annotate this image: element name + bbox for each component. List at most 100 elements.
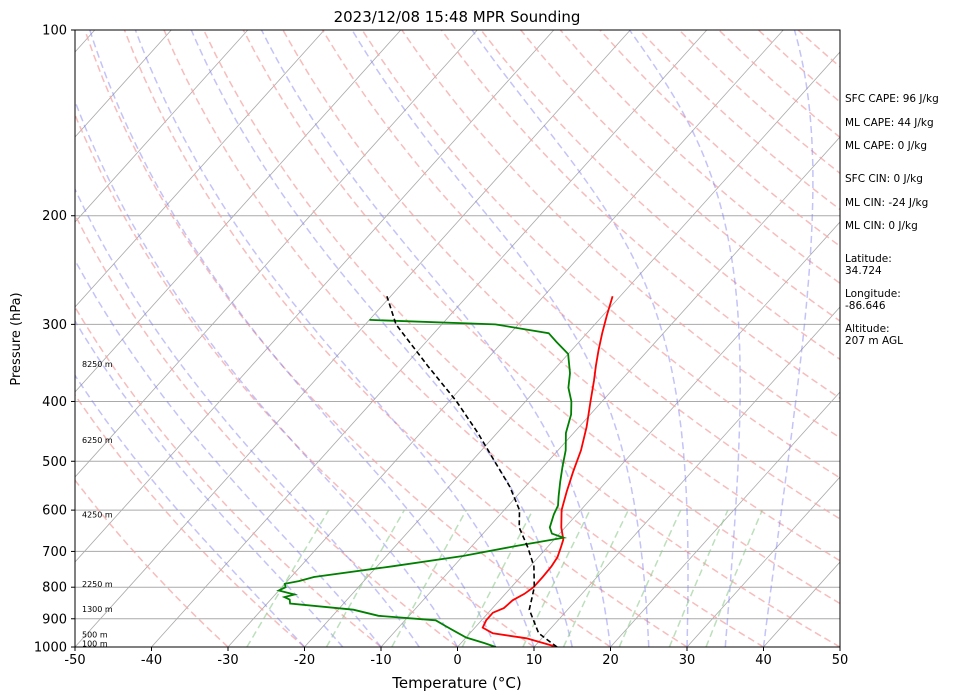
x-tick-label: -30 — [217, 653, 238, 668]
moist-adiabat-line — [75, 319, 344, 647]
sfc-cape-text: SFC CAPE: 96 J/kg — [845, 93, 939, 105]
x-tick-label: 10 — [526, 653, 543, 668]
dry-adiabat-line — [75, 213, 458, 647]
y-tick-label: 900 — [42, 612, 67, 627]
y-axis-label: Pressure (hPa) — [9, 292, 24, 385]
isotherm-line — [457, 221, 840, 647]
moist-adiabat-line — [134, 30, 535, 647]
dry-adiabat-line — [75, 393, 305, 647]
background-guides — [75, 30, 840, 647]
longitude-label: Longitude: — [845, 288, 901, 300]
dry-adiabat-line — [163, 30, 764, 647]
altitude-label: Altitude: — [845, 323, 890, 335]
x-tick-label: 0 — [453, 653, 461, 668]
moist-adiabat-line — [471, 30, 689, 647]
y-tick-label: 500 — [42, 455, 67, 470]
y-tick-label: 100 — [42, 24, 67, 39]
height-label: 6250 m — [82, 436, 113, 445]
mixing-ratio-line — [461, 509, 534, 647]
x-axis-label: Temperature (°C) — [391, 674, 521, 692]
dry-adiabat-line — [361, 30, 840, 479]
y-tick-label: 200 — [42, 209, 67, 224]
x-axis: -50 -40 -30 -20 -10 0 10 20 30 40 50 — [64, 647, 848, 668]
x-tick-label: -50 — [64, 653, 85, 668]
dry-adiabat-line — [123, 30, 688, 647]
isotherm-line — [75, 30, 172, 138]
latitude-value: 34.724 — [845, 265, 882, 277]
isotherm-line — [75, 30, 325, 308]
longitude-value: -86.646 — [845, 300, 886, 312]
mixing-ratio-line — [246, 509, 330, 647]
moist-adiabat-line — [762, 30, 814, 647]
moist-adiabat-line — [260, 30, 612, 647]
isotherm-line — [75, 30, 249, 223]
altitude-value: 207 m AGL — [845, 335, 903, 347]
y-tick-label: 400 — [42, 395, 67, 410]
isotherm-line — [151, 30, 708, 647]
dewpoint-trace — [276, 319, 573, 647]
mixing-ratio-line — [522, 509, 591, 647]
dry-adiabat-line — [520, 30, 840, 323]
dry-adiabat-line — [242, 30, 840, 605]
height-label: 2250 m — [82, 580, 113, 589]
side-info-panel: SFC CAPE: 96 J/kg ML CAPE: 44 J/kg ML CA… — [845, 93, 939, 347]
height-label: 1300 m — [82, 605, 113, 614]
isotherm-line — [380, 136, 840, 647]
dry-adiabat-line — [480, 30, 840, 361]
x-tick-label: 40 — [755, 653, 772, 668]
y-tick-label: 600 — [42, 504, 67, 519]
ml-cape-text-2: ML CAPE: 0 J/kg — [845, 140, 927, 152]
isotherm-line — [75, 30, 631, 647]
height-label: 100 m — [82, 639, 108, 648]
x-tick-label: -20 — [294, 653, 315, 668]
moist-adiabat-line — [89, 30, 497, 647]
dry-adiabat-line — [401, 30, 840, 439]
dry-adiabat-line — [203, 30, 840, 647]
moist-adiabat-line — [75, 258, 382, 647]
height-label: 4250 m — [82, 511, 113, 520]
moist-adiabat-line — [190, 30, 574, 647]
parcel-path-trace — [386, 295, 558, 647]
dry-adiabat-line — [75, 305, 382, 647]
height-label: 8250 m — [82, 360, 113, 369]
latitude-label: Latitude: — [845, 253, 892, 265]
y-tick-label: 300 — [42, 318, 67, 333]
temperature-trace — [481, 295, 614, 647]
x-tick-label: -10 — [370, 653, 391, 668]
moist-adiabat-line — [628, 30, 741, 647]
dry-adiabat-line — [282, 30, 840, 562]
isotherm-line — [610, 391, 840, 647]
dry-adiabat-line — [440, 30, 840, 400]
chart-title: 2023/12/08 15:48 MPR Sounding — [334, 8, 581, 26]
ml-cin-text-2: ML CIN: 0 J/kg — [845, 220, 918, 232]
y-tick-label: 800 — [42, 581, 67, 596]
y-tick-label: 1000 — [34, 641, 67, 656]
sfc-cin-text: SFC CIN: 0 J/kg — [845, 173, 923, 185]
profile-traces — [276, 295, 614, 647]
isotherm-line — [533, 306, 840, 647]
ml-cin-text: ML CIN: -24 J/kg — [845, 197, 928, 209]
isotherm-line — [304, 51, 840, 647]
y-tick-label: 700 — [42, 545, 67, 560]
dry-adiabat-line — [321, 30, 840, 520]
x-tick-label: 30 — [679, 653, 696, 668]
mixing-ratio-line — [391, 509, 467, 647]
isotherm-line — [75, 30, 402, 393]
isotherm-line — [227, 30, 784, 647]
isotherm-line — [75, 30, 478, 478]
moist-adiabat-line — [75, 373, 306, 647]
height-label: 500 m — [82, 631, 108, 640]
ml-cape-text: ML CAPE: 44 J/kg — [845, 117, 934, 129]
dry-adiabat-line — [559, 30, 840, 285]
moist-adiabat-line — [75, 99, 459, 647]
isotherm-line — [686, 476, 840, 647]
x-tick-label: -40 — [141, 653, 162, 668]
x-tick-label: 20 — [602, 653, 619, 668]
y-axis: 1000 900 800 700 600 500 400 300 200 100 — [34, 24, 75, 656]
isotherm-line — [75, 30, 555, 563]
dry-adiabat-line — [75, 112, 535, 647]
mixing-ratio-line — [325, 509, 405, 647]
